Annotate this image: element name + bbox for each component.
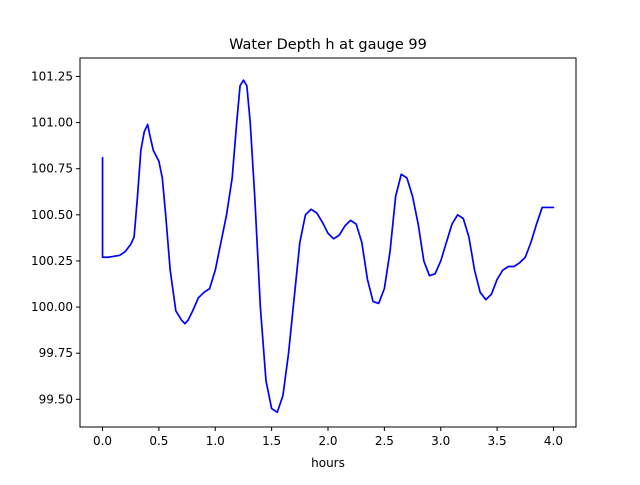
y-tick-label: 99.50 — [39, 392, 73, 406]
x-tick-label: 1.0 — [206, 434, 225, 448]
x-tick-label: 3.0 — [431, 434, 450, 448]
x-tick-label: 3.5 — [488, 434, 507, 448]
y-tick-label: 100.75 — [31, 162, 73, 176]
y-axis: 99.50 99.75 100.00 100.25 100.50 100.75 101.00… — [31, 69, 80, 406]
x-tick-label: 0.0 — [93, 434, 112, 448]
x-tick-label: 0.5 — [149, 434, 168, 448]
y-tick-label: 100.50 — [31, 208, 73, 222]
series-line-0 — [101, 79, 555, 414]
y-tick-label: 101.25 — [31, 69, 73, 83]
y-tick-label: 100.00 — [31, 300, 73, 314]
chart-title: Water Depth h at gauge 99 — [229, 37, 427, 53]
x-tick-label: 2.0 — [318, 434, 337, 448]
x-axis: 0.0 0.5 1.0 1.5 2.0 2.5 3.0 3.5 4.0 — [93, 427, 563, 448]
x-tick-label: 4.0 — [544, 434, 563, 448]
x-tick-label: 2.5 — [375, 434, 394, 448]
y-tick-label: 99.75 — [39, 346, 73, 360]
x-tick-label: 1.5 — [262, 434, 281, 448]
y-tick-label: 101.00 — [31, 116, 73, 130]
y-tick-label: 100.25 — [31, 254, 73, 268]
x-axis-label: hours — [311, 456, 345, 470]
